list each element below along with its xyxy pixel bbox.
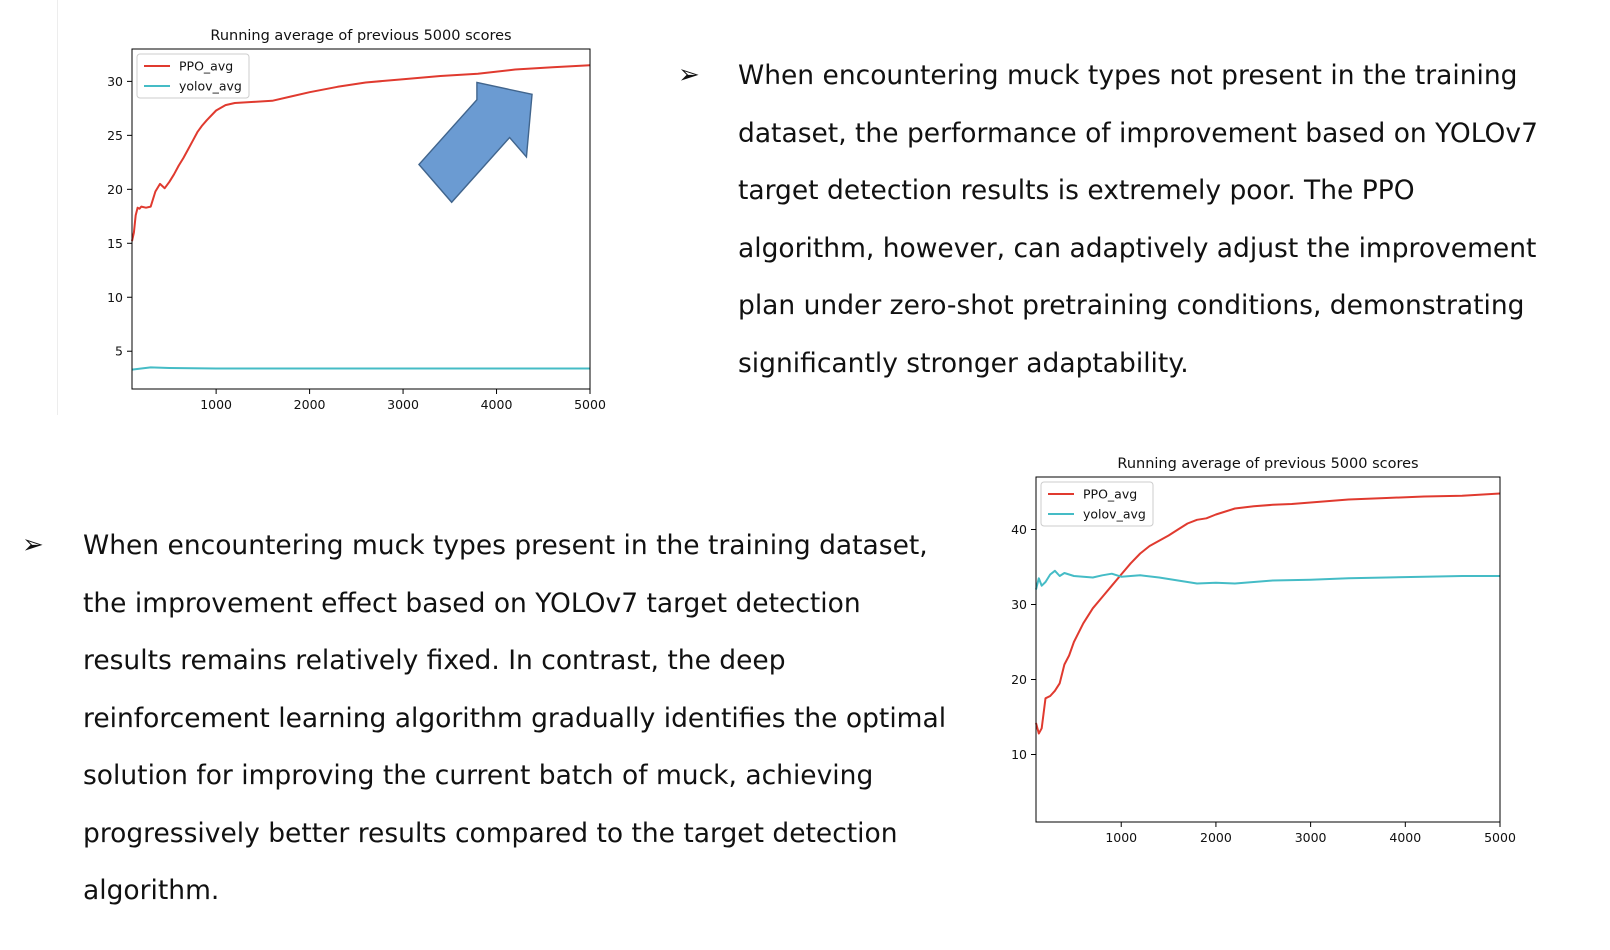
series-line-yolov_avg	[131, 366, 590, 371]
plot-frame	[131, 48, 591, 390]
y-tick-label: 20	[107, 182, 123, 197]
y-tick-label: 25	[107, 128, 123, 143]
legend: PPO_avg yolov_avg	[1040, 481, 1154, 527]
legend-label: yolov_avg	[179, 79, 242, 94]
chart-title: Running average of previous 5000 scores	[1117, 456, 1418, 472]
x-tick-label: 2000	[1200, 830, 1232, 845]
y-tick-label: 40	[1011, 522, 1027, 537]
arrow-annotation-shape	[418, 81, 533, 204]
plot-frame	[1035, 476, 1501, 823]
y-tick-label: 10	[107, 290, 123, 305]
series-line-yolov_avg	[1035, 569, 1500, 590]
chart-bottom-right: Running average of previous 5000 scores 1…	[1011, 456, 1516, 845]
x-tick-label: 1000	[200, 397, 232, 412]
y-tick-label: 10	[1011, 747, 1027, 762]
legend-label: PPO_avg	[179, 59, 233, 74]
y-tick-label: 15	[107, 236, 123, 251]
legend-label: PPO_avg	[1083, 487, 1137, 502]
legend: PPO_avg yolov_avg	[136, 53, 250, 99]
y-tick-label: 5	[115, 344, 123, 359]
y-tick-label: 30	[1011, 597, 1027, 612]
chart-top-left: Running average of previous 5000 scores 1…	[107, 28, 606, 412]
x-tick-label: 4000	[1389, 830, 1421, 845]
paragraph-bottom: When encountering muck types present in …	[83, 530, 947, 906]
x-tick-label: 1000	[1105, 830, 1137, 845]
x-tick-label: 3000	[387, 397, 419, 412]
x-tick-label: 4000	[481, 397, 513, 412]
chart-title: Running average of previous 5000 scores	[210, 28, 511, 44]
bullet-arrow-icon: ➢	[22, 530, 44, 560]
y-tick-label: 30	[107, 74, 123, 89]
series-line-PPO_avg	[1035, 492, 1501, 735]
x-tick-label: 3000	[1295, 830, 1327, 845]
y-tick-label: 20	[1011, 672, 1027, 687]
x-tick-label: 5000	[574, 397, 606, 412]
slide-divider-line	[57, 0, 58, 415]
legend-label: yolov_avg	[1083, 507, 1146, 522]
x-tick-label: 5000	[1484, 830, 1516, 845]
x-tick-label: 2000	[294, 397, 326, 412]
bullet-arrow-icon: ➢	[678, 60, 700, 90]
series-line-PPO_avg	[131, 64, 591, 242]
paragraph-top: When encountering muck types not present…	[738, 60, 1538, 379]
